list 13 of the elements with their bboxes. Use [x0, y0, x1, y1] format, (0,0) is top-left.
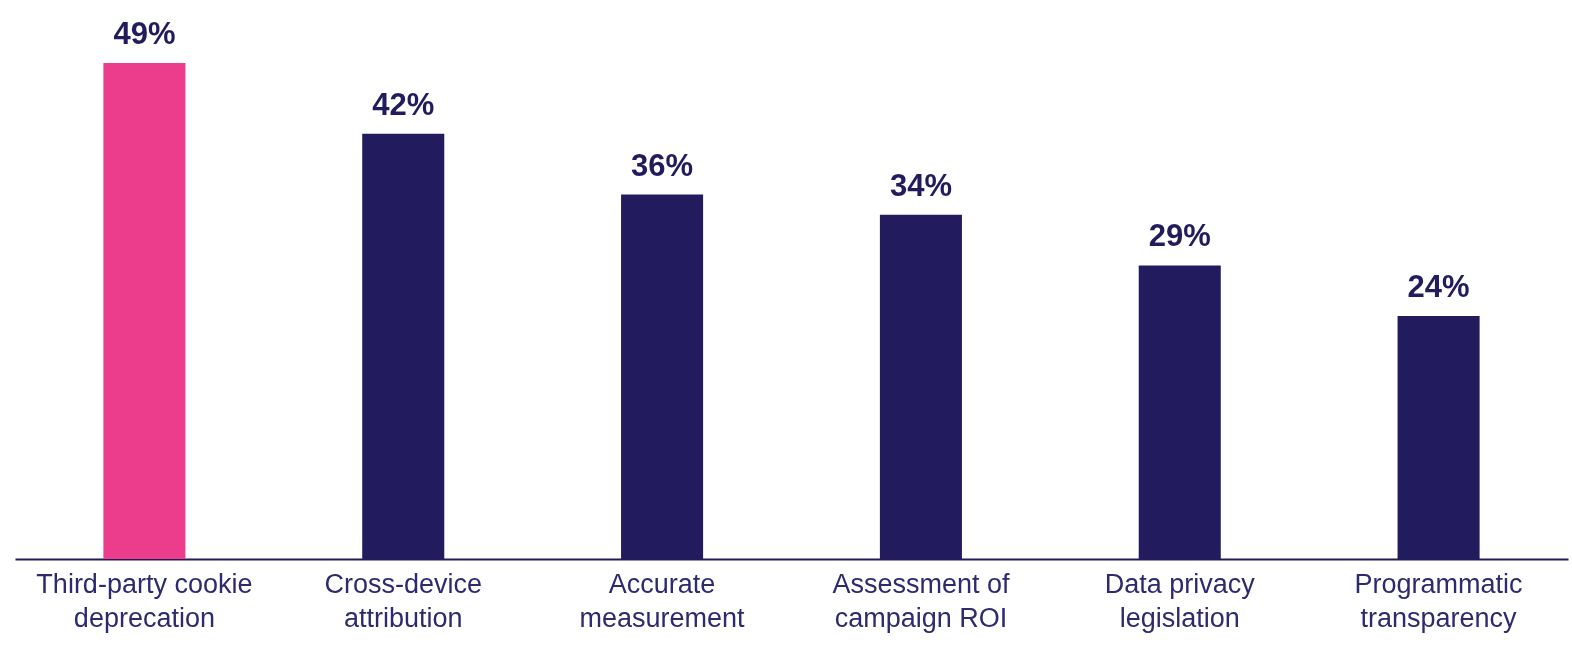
- x-tick-label: Assessment of campaign ROI: [832, 568, 1010, 633]
- bar: [103, 63, 186, 559]
- data-label: 24%: [1407, 269, 1470, 305]
- data-label: 34%: [889, 167, 952, 203]
- data-label: 29%: [1148, 218, 1211, 254]
- data-label: 49%: [113, 16, 176, 51]
- data-label: 36%: [631, 147, 694, 183]
- x-tick-label: Accurate measurement: [579, 568, 746, 633]
- x-tick-label: Cross-device attribution: [324, 568, 483, 633]
- x-tick-label: Data privacy legislation: [1104, 568, 1256, 633]
- x-tick-label: Third-party cookie deprecation: [36, 568, 253, 633]
- data-label: 42%: [372, 86, 435, 122]
- x-tick-label: Programmatic transparency: [1354, 568, 1523, 633]
